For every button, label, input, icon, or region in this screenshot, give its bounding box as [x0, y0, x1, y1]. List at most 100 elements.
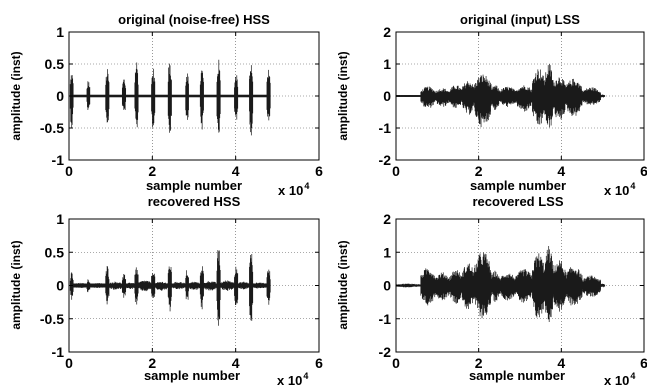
- y-tick-labels: -1 -0.5 0 0.5 1: [40, 24, 64, 168]
- waveform-segment: [151, 68, 156, 128]
- x-exponent-base: x 10: [277, 373, 302, 388]
- waveform-segment: [490, 270, 500, 303]
- y-tick-label: 0: [383, 278, 391, 294]
- y-tick-label: 1: [56, 211, 64, 227]
- x-exponent-base: x 10: [604, 373, 629, 388]
- waveform-path: [552, 260, 566, 312]
- waveform-segment: [167, 63, 172, 133]
- waveform-path: [474, 252, 492, 319]
- waveform-path: [234, 266, 239, 306]
- y-tick-label: 1: [383, 244, 391, 260]
- waveform-path: [203, 281, 218, 291]
- waveform-path: [515, 269, 533, 303]
- waveform-path: [490, 85, 500, 110]
- x-axis-label: sample number: [469, 368, 565, 383]
- x-tick-label: 4: [232, 163, 240, 179]
- waveform-segment: [565, 78, 583, 116]
- waveform-segment: [105, 265, 110, 305]
- waveform-segment: [565, 267, 583, 306]
- waveform-path: [86, 279, 91, 293]
- waveform-segment: [532, 253, 546, 318]
- y-tick-label: -0.5: [40, 120, 64, 136]
- waveform-path: [490, 270, 500, 303]
- waveform-segment: [449, 270, 463, 304]
- y-tick-label: 2: [383, 211, 391, 227]
- x-tick-label: 2: [475, 163, 483, 179]
- y-tick-label: -1: [52, 344, 65, 360]
- x-exponent-power: 4: [303, 371, 308, 381]
- x-exponent-label: x 104: [278, 181, 309, 198]
- waveform-segment: [544, 246, 554, 323]
- x-tick-labels: 0 2 4 6: [65, 163, 323, 179]
- tick-marks: [395, 31, 645, 161]
- waveform-path: [552, 77, 566, 120]
- x-axis-label: sample number: [146, 178, 242, 193]
- waveform-path: [154, 281, 169, 291]
- waveform-segment: [498, 86, 517, 108]
- x-tick-labels: 0 2 4 6: [392, 163, 647, 179]
- y-tick-label: 0.5: [45, 56, 65, 72]
- waveform-path: [252, 282, 268, 289]
- waveform-path: [498, 273, 517, 301]
- waveform-path: [461, 263, 475, 310]
- waveform-path: [134, 62, 139, 128]
- y-tick-labels: -2 -1 0 1 2: [379, 24, 392, 168]
- waveform-segment: [434, 88, 451, 107]
- waveform-path: [105, 265, 110, 305]
- waveform-path: [532, 253, 546, 318]
- x-tick-label: 2: [475, 355, 483, 371]
- waveform: [69, 59, 271, 136]
- waveform-path: [461, 81, 475, 115]
- waveform-path: [266, 69, 271, 121]
- waveform-path: [108, 281, 123, 290]
- waveform-segment: [134, 267, 139, 305]
- waveform-path: [544, 63, 554, 128]
- waveform-segment: [137, 280, 152, 292]
- waveform-segment: [581, 275, 601, 297]
- waveform-segment: [171, 281, 187, 290]
- waveform-segment: [420, 268, 436, 306]
- waveform-path: [105, 69, 110, 123]
- x-tick-label: 6: [315, 163, 323, 179]
- x-exponent-power: 4: [630, 371, 635, 381]
- y-tick-label: -1: [379, 120, 392, 136]
- waveform-segment: [151, 273, 156, 298]
- waveform-segment: [125, 282, 136, 290]
- waveform-path: [420, 268, 436, 306]
- waveform-segment: [552, 77, 566, 120]
- y-axis-label: amplitude (inst): [9, 240, 23, 329]
- waveform-path: [199, 266, 204, 310]
- y-tick-label: -1: [52, 152, 65, 168]
- waveform-path: [249, 65, 254, 136]
- x-tick-label: 6: [315, 355, 323, 371]
- waveform-segment: [461, 81, 475, 115]
- waveform-path: [199, 70, 204, 130]
- y-axis-label: amplitude (inst): [336, 51, 350, 140]
- x-tick-labels: 0 2 4 6: [392, 355, 647, 371]
- waveform-segment: [474, 74, 492, 128]
- waveform-segment: [266, 69, 271, 121]
- x-tick-label: 0: [392, 355, 400, 371]
- waveform-segment: [461, 263, 475, 310]
- x-tick-label: 4: [232, 355, 240, 371]
- tick-marks: [395, 218, 645, 353]
- x-tick-label: 2: [148, 355, 156, 371]
- waveform-path: [121, 79, 127, 110]
- waveform-segment: [216, 59, 221, 133]
- waveform-path: [544, 246, 554, 323]
- waveform-segment: [121, 79, 127, 110]
- waveform-segment: [449, 85, 463, 108]
- waveform-path: [234, 75, 239, 120]
- waveform-path: [532, 69, 546, 125]
- waveform-segment: [86, 81, 91, 110]
- waveform-path: [249, 253, 254, 321]
- waveform-path: [167, 63, 172, 133]
- tick-marks: [68, 31, 320, 161]
- waveform-path: [515, 85, 533, 112]
- panel-title: original (input) LSS: [460, 12, 580, 27]
- y-tick-label: 0: [56, 88, 64, 104]
- x-tick-label: 0: [392, 163, 400, 179]
- waveform-path: [89, 283, 107, 289]
- waveform-segment: [498, 273, 517, 301]
